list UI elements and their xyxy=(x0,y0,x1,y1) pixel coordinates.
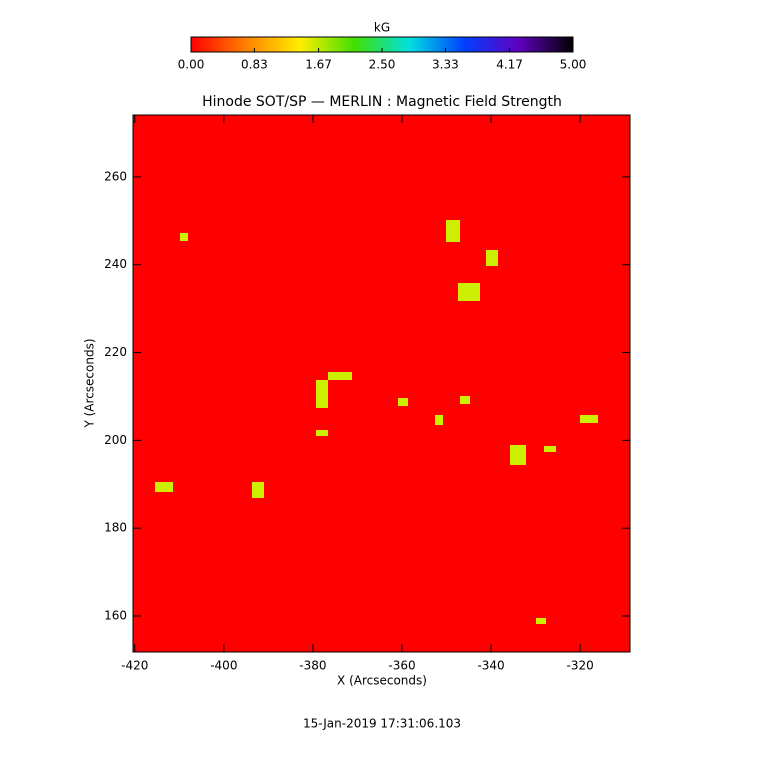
colorbar-tick-label: 3.33 xyxy=(432,58,459,72)
x-axis-label: X (Arcseconds) xyxy=(337,674,427,688)
y-tick-label: 260 xyxy=(104,169,127,183)
colorbar-tick-label: 5.00 xyxy=(560,58,587,72)
colorbar-tick-label: 4.17 xyxy=(496,58,523,72)
footer-timestamp: 15-Jan-2019 17:31:06.103 xyxy=(303,717,461,731)
colorbar-tick-label: 0.83 xyxy=(241,58,268,72)
y-tick-label: 160 xyxy=(104,608,127,622)
x-tick-label: -400 xyxy=(210,659,237,673)
colorbar-tick-label: 0.00 xyxy=(178,58,205,72)
y-tick-label: 220 xyxy=(104,345,127,359)
colorbar-tick-label: 1.67 xyxy=(305,58,332,72)
colorbar-title: kG xyxy=(374,21,390,35)
x-tick-label: -360 xyxy=(388,659,415,673)
y-tick-label: 240 xyxy=(104,257,127,271)
heatmap-field xyxy=(132,114,631,653)
x-tick-label: -380 xyxy=(299,659,326,673)
x-tick-label: -320 xyxy=(567,659,594,673)
y-tick-label: 180 xyxy=(104,521,127,535)
x-tick-label: -420 xyxy=(121,659,148,673)
y-axis-label: Y (Arcseconds) xyxy=(83,338,97,428)
colorbar-tick-label: 2.50 xyxy=(369,58,396,72)
x-tick-label: -340 xyxy=(477,659,504,673)
chart-title: Hinode SOT/SP — MERLIN : Magnetic Field … xyxy=(202,94,562,110)
y-tick-label: 200 xyxy=(104,433,127,447)
